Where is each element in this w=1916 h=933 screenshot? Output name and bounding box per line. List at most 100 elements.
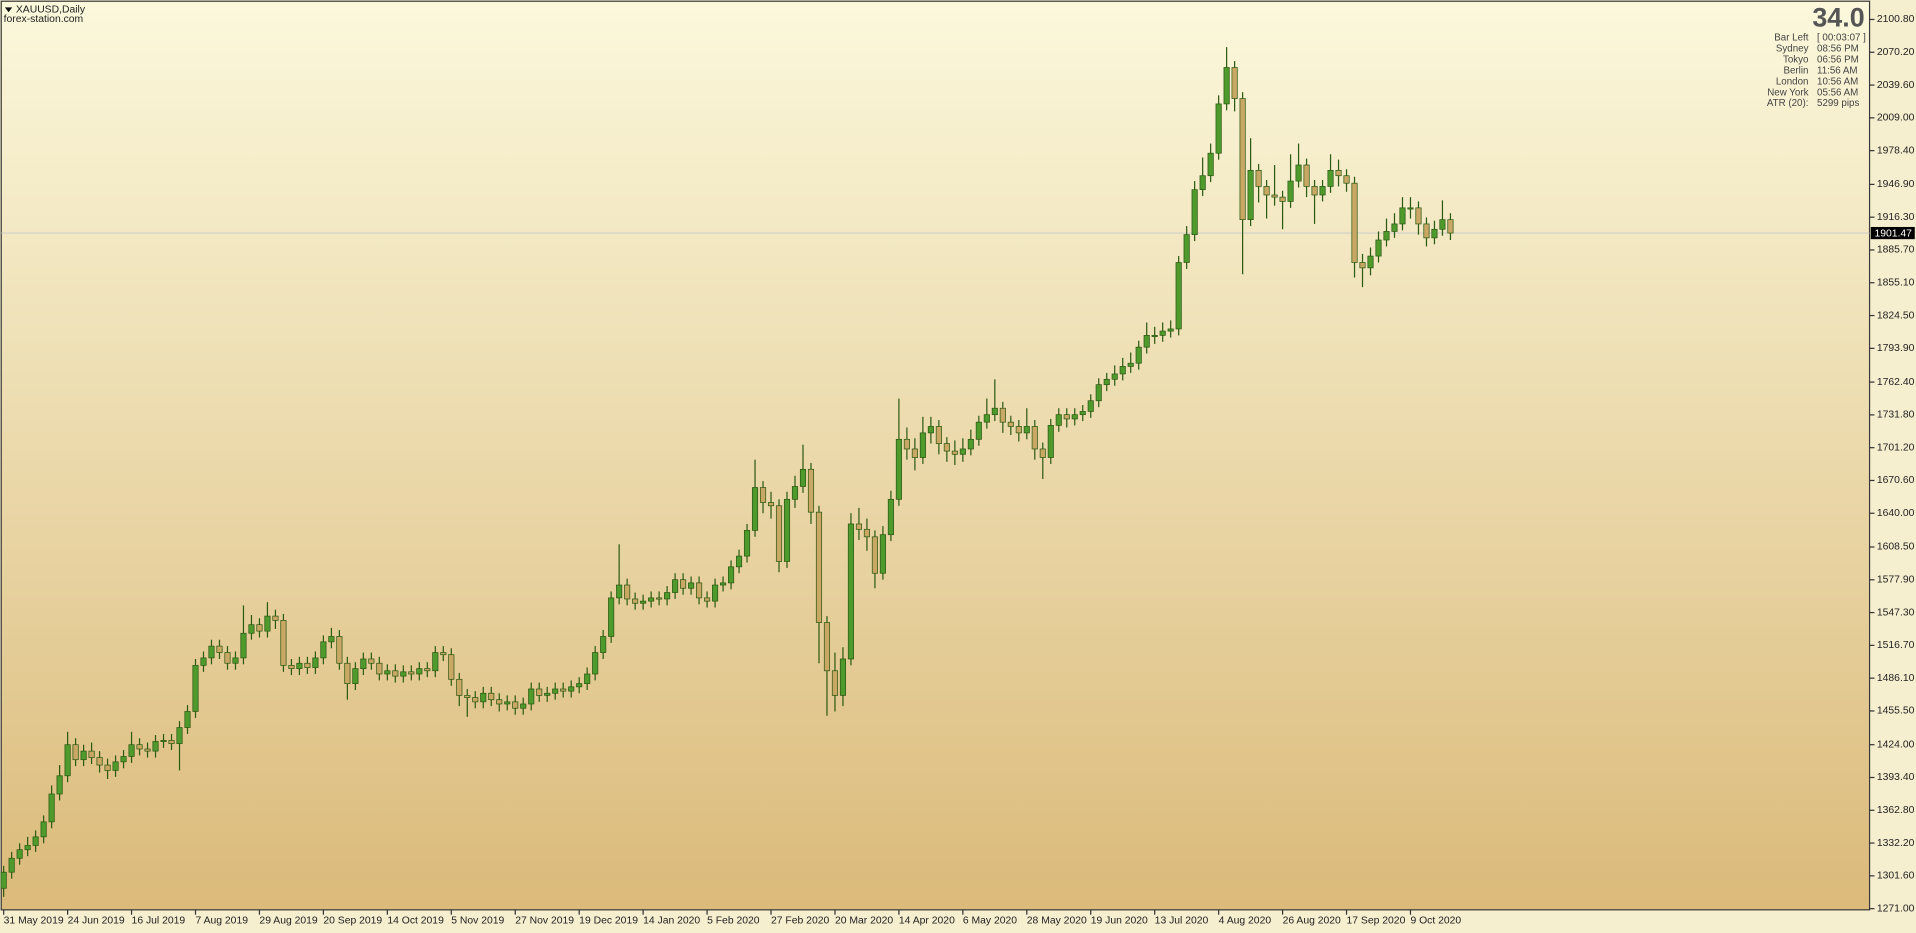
candle-body: [831, 670, 839, 696]
candle-body: [432, 652, 439, 672]
candle-body: [1367, 255, 1374, 269]
y-tick-label: 1731.80: [1877, 410, 1915, 421]
y-tick-label: 2070.20: [1877, 47, 1915, 58]
candle-body: [552, 688, 559, 694]
x-tick-label: 4 Aug 2020: [1219, 916, 1272, 927]
candle-body: [344, 662, 351, 684]
candle-body: [1447, 219, 1454, 234]
candle-body: [24, 845, 31, 851]
candle-body: [264, 615, 271, 632]
candle-body: [392, 670, 399, 677]
candle-body: [32, 836, 39, 846]
candle-body: [400, 671, 407, 677]
candle-body: [296, 662, 303, 669]
candle-body: [16, 849, 23, 859]
candle-body: [1023, 426, 1030, 434]
candle-body: [1423, 223, 1430, 239]
candle-body: [512, 701, 519, 709]
candle-body: [863, 528, 870, 538]
current-price-label: 1901.47: [1874, 228, 1912, 239]
info-label: Tokyo: [1783, 54, 1809, 65]
candle-body: [1327, 169, 1334, 187]
y-tick-label: 1577.90: [1877, 575, 1915, 586]
candle-body: [1343, 175, 1350, 184]
candle-body: [544, 692, 551, 696]
candle-body: [304, 662, 311, 668]
candle-body: [1127, 362, 1134, 367]
x-tick-label: 26 Aug 2020: [1283, 916, 1341, 927]
candle-body: [440, 652, 447, 656]
candle-body: [1239, 98, 1246, 221]
candle-body: [256, 624, 263, 632]
candle-body: [1303, 164, 1310, 187]
info-value: 5299 pips: [1817, 98, 1859, 109]
candle-body: [248, 624, 255, 634]
x-tick-label: 19 Jun 2020: [1091, 916, 1148, 927]
candle-body: [48, 793, 55, 823]
candle-body: [376, 662, 383, 675]
candle-body: [1063, 414, 1070, 420]
candle-body: [807, 468, 815, 513]
candle-body: [1111, 373, 1118, 380]
candle-body: [488, 692, 495, 701]
x-tick-label: 5 Nov 2019: [451, 916, 504, 927]
candle-body: [1231, 67, 1238, 99]
y-tick-label: 1793.90: [1877, 343, 1915, 354]
candle-body: [528, 688, 535, 705]
candle-body: [584, 673, 591, 684]
candle-body: [240, 632, 247, 659]
candle-body: [751, 487, 759, 531]
candle-body: [1399, 207, 1406, 225]
spread-value: 34.0: [1812, 3, 1864, 33]
candle-body: [464, 695, 471, 698]
candle-body: [903, 438, 910, 450]
candle-body: [224, 652, 231, 664]
candle-body: [823, 622, 831, 672]
current-price-box: [1870, 226, 1915, 240]
x-tick-label: 29 Aug 2019: [259, 916, 317, 927]
candle-body: [1295, 164, 1302, 182]
candle-body: [1335, 169, 1342, 177]
candle-body: [568, 686, 575, 692]
candle-body: [216, 645, 223, 653]
candle-body: [576, 683, 583, 688]
site-label: forex-station.com: [4, 14, 84, 25]
x-tick-label: 31 May 2019: [4, 916, 64, 927]
y-tick-label: 1762.40: [1877, 377, 1915, 388]
x-tick-label: 13 Jul 2020: [1155, 916, 1209, 927]
candle-body: [767, 502, 775, 507]
candle-body: [96, 757, 103, 766]
info-label: Sydney: [1776, 43, 1809, 54]
x-tick-label: 28 May 2020: [1027, 916, 1087, 927]
candle-body: [416, 668, 423, 675]
candle-body: [288, 665, 295, 669]
candle-body: [672, 579, 679, 593]
candle-body: [1319, 186, 1326, 196]
candle-body: [144, 748, 151, 752]
x-tick-label: 24 Jun 2019: [68, 916, 125, 927]
candle-body: [200, 657, 207, 666]
candle-body: [871, 536, 878, 574]
y-tick-label: 1946.90: [1877, 179, 1915, 190]
info-label: London: [1776, 76, 1809, 87]
candle-body: [384, 670, 391, 675]
candle-body: [504, 701, 511, 705]
candle-body: [8, 857, 15, 873]
candle-body: [1151, 335, 1158, 337]
candle-body: [1263, 186, 1270, 196]
candle-body: [1223, 67, 1230, 105]
candle-body: [648, 597, 655, 602]
x-tick-label: 27 Feb 2020: [771, 916, 829, 927]
candle-body: [1143, 335, 1150, 348]
candle-body: [448, 654, 455, 680]
candle-body: [40, 821, 47, 838]
candle-body: [1159, 330, 1166, 336]
candle-body: [560, 688, 567, 692]
y-tick-label: 1332.20: [1877, 838, 1915, 849]
candle-body: [775, 505, 783, 562]
candle-body: [1279, 196, 1286, 202]
candle-body: [480, 692, 487, 703]
candle-body: [664, 592, 671, 600]
candle-body: [1167, 328, 1174, 332]
candle-body: [855, 523, 862, 530]
